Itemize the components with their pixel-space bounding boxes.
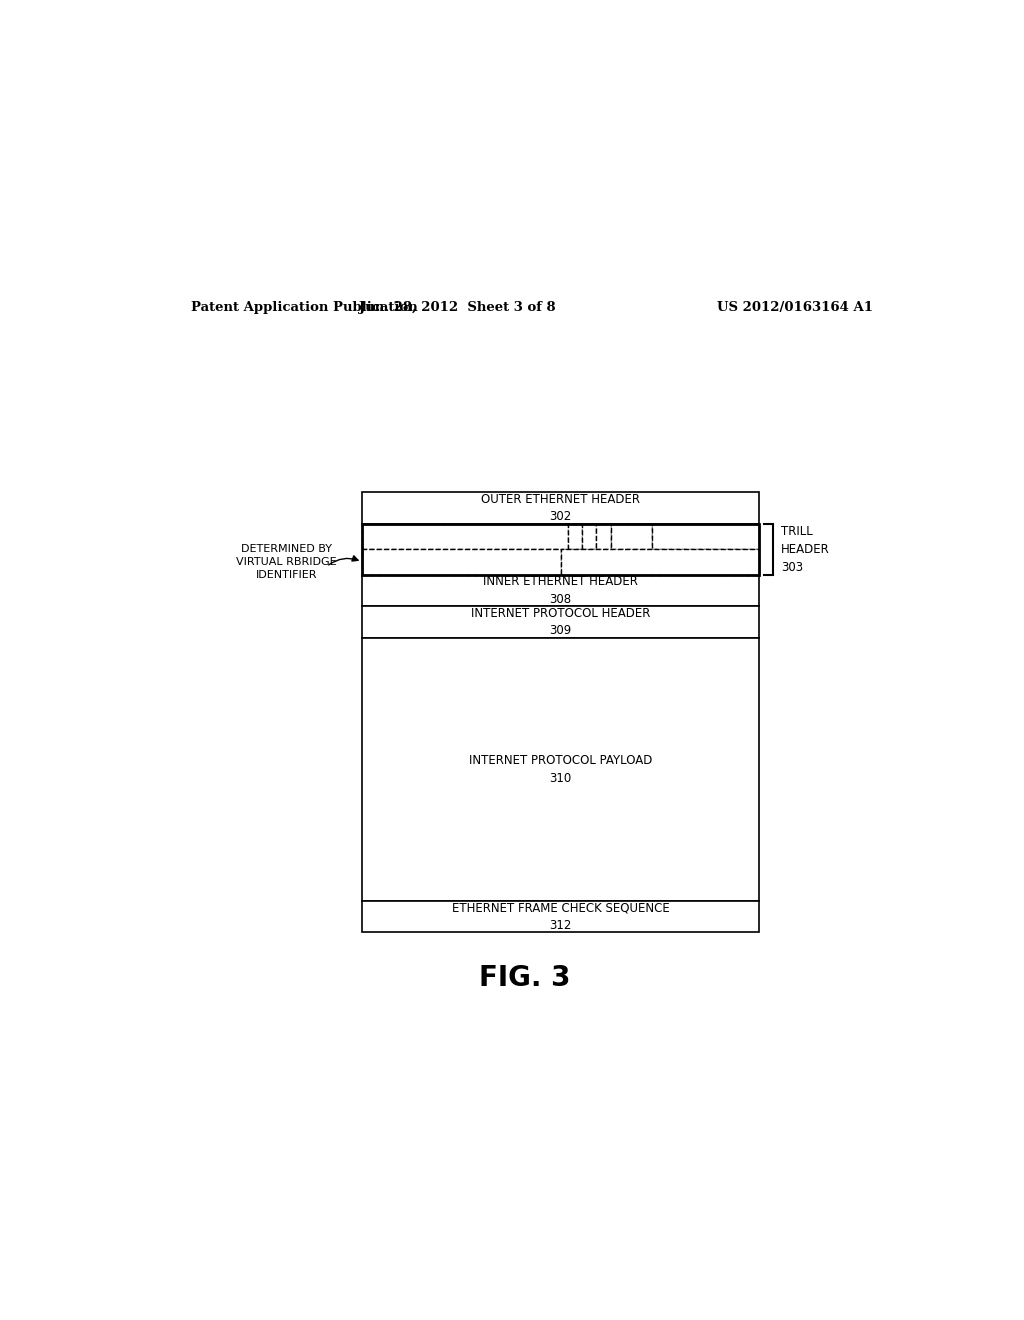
Text: ETHERNET FRAME CHECK SEQUENCE: ETHERNET FRAME CHECK SEQUENCE: [452, 902, 670, 915]
Bar: [362, 606, 759, 638]
Text: Patent Application Publication: Patent Application Publication: [191, 301, 418, 314]
Text: US 2012/0163164 A1: US 2012/0163164 A1: [717, 301, 872, 314]
Text: TRILL
HEADER
303: TRILL HEADER 303: [781, 524, 829, 574]
Text: OP-LEN: OP-LEN: [612, 532, 650, 541]
Text: 309: 309: [550, 624, 571, 638]
Bar: [610, 524, 652, 549]
Text: DETERMINED BY
VIRTUAL RBRIDGE
IDENTIFIER: DETERMINED BY VIRTUAL RBRIDGE IDENTIFIER: [237, 544, 337, 579]
Text: INTERNET PROTOCOL HEADER: INTERNET PROTOCOL HEADER: [471, 607, 650, 620]
Bar: [362, 574, 759, 606]
Text: INNER ETHERNET HEADER: INNER ETHERNET HEADER: [483, 576, 638, 589]
Bar: [362, 638, 759, 900]
Bar: [560, 549, 759, 574]
Text: 312: 312: [549, 919, 571, 932]
Bar: [582, 524, 596, 549]
Text: HOP CT: HOP CT: [686, 532, 725, 541]
Text: INGRESS RB NICKNAME 306: INGRESS RB NICKNAME 306: [583, 557, 736, 566]
Text: R: R: [586, 532, 593, 541]
Bar: [362, 524, 568, 549]
Text: OUTER ETHERNET HEADER: OUTER ETHERNET HEADER: [481, 492, 640, 506]
Bar: [362, 900, 759, 932]
Bar: [362, 492, 759, 524]
Text: FIG. 3: FIG. 3: [479, 964, 570, 991]
Text: ETHERTYPE: TRILL: ETHERTYPE: TRILL: [415, 532, 516, 541]
Bar: [596, 524, 610, 549]
Bar: [568, 524, 582, 549]
Bar: [362, 524, 759, 574]
Text: 302: 302: [550, 510, 571, 523]
Bar: [652, 524, 759, 549]
Text: 310: 310: [550, 772, 571, 784]
Text: V: V: [571, 532, 579, 541]
Text: EGRESS RB NICKNAME 304: EGRESS RB NICKNAME 304: [387, 557, 536, 566]
Text: 308: 308: [550, 593, 571, 606]
Text: Jun. 28, 2012  Sheet 3 of 8: Jun. 28, 2012 Sheet 3 of 8: [359, 301, 556, 314]
Text: INTERNET PROTOCOL PAYLOAD: INTERNET PROTOCOL PAYLOAD: [469, 754, 652, 767]
Bar: [362, 549, 560, 574]
Text: M: M: [599, 532, 608, 541]
